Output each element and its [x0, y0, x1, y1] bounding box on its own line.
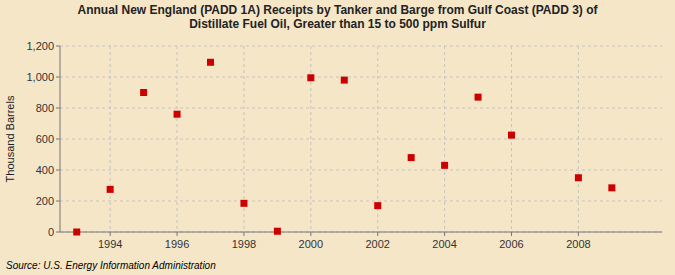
- tick-label: 2004: [432, 238, 456, 250]
- grid-line: [60, 46, 662, 47]
- tick-label: 2000: [299, 238, 323, 250]
- tick: [56, 232, 60, 233]
- tick-label: 1,000: [26, 71, 54, 83]
- grid-line: [177, 46, 178, 232]
- tick: [56, 46, 60, 47]
- point: [207, 59, 214, 66]
- grid-line: [578, 46, 579, 232]
- grid-line: [444, 46, 445, 232]
- axes: 0 200 400 600 800 1,000 1,200 1994 1996 1998 2000 2…: [26, 40, 662, 250]
- grid-line: [60, 77, 662, 78]
- tick-label: 400: [36, 164, 54, 176]
- point: [441, 162, 448, 169]
- point: [274, 228, 281, 235]
- tick: [56, 201, 60, 202]
- x-axis-line: [60, 232, 662, 233]
- tick-label: 800: [36, 102, 54, 114]
- tick-label: 1996: [165, 238, 189, 250]
- grid-line: [60, 108, 662, 109]
- tick: [56, 170, 60, 171]
- point: [240, 200, 247, 207]
- point: [140, 89, 147, 96]
- grid-line: [511, 46, 512, 232]
- tick-label: 200: [36, 195, 54, 207]
- tick-label: 2008: [566, 238, 590, 250]
- point: [408, 154, 415, 161]
- tick: [511, 232, 512, 236]
- tick-label: 2002: [365, 238, 389, 250]
- point: [374, 202, 381, 209]
- point: [107, 186, 114, 193]
- point: [608, 184, 615, 191]
- grid-line: [60, 170, 662, 171]
- grid-line: [60, 201, 662, 202]
- tick-label: 2006: [499, 238, 523, 250]
- tick-label: 1,200: [26, 40, 54, 52]
- point: [475, 94, 482, 101]
- tick-label: 1994: [98, 238, 122, 250]
- title: Annual New England (PADD 1A) Receipts by…: [77, 3, 598, 31]
- tick: [243, 232, 244, 236]
- annotation: Source: U.S. Energy Information Administ…: [6, 260, 216, 271]
- tick: [177, 232, 178, 236]
- grid-line: [60, 232, 662, 233]
- points: [73, 59, 615, 236]
- tick-label: 1998: [232, 238, 256, 250]
- point: [307, 74, 314, 81]
- point: [73, 229, 80, 236]
- point: [174, 111, 181, 118]
- title-line: Distillate Fuel Oil, Greater than 15 to …: [189, 17, 486, 31]
- background: [0, 0, 675, 275]
- tick: [310, 232, 311, 236]
- tick-label: 600: [36, 133, 54, 145]
- tick: [56, 108, 60, 109]
- tick: [578, 232, 579, 236]
- y-axis-line: [60, 46, 61, 232]
- point: [508, 132, 515, 139]
- point: [575, 174, 582, 181]
- grid-line: [110, 46, 111, 232]
- point: [341, 77, 348, 84]
- y-axis-label: Thousand Barrels: [4, 95, 16, 182]
- title-line: Annual New England (PADD 1A) Receipts by…: [77, 3, 598, 17]
- tick: [110, 232, 111, 236]
- tick: [377, 232, 378, 236]
- tick-label: 0: [48, 226, 54, 238]
- tick: [56, 139, 60, 140]
- grid: [60, 46, 662, 232]
- grid-line: [60, 139, 662, 140]
- tick: [444, 232, 445, 236]
- grid-line: [310, 46, 311, 232]
- tick: [56, 77, 60, 78]
